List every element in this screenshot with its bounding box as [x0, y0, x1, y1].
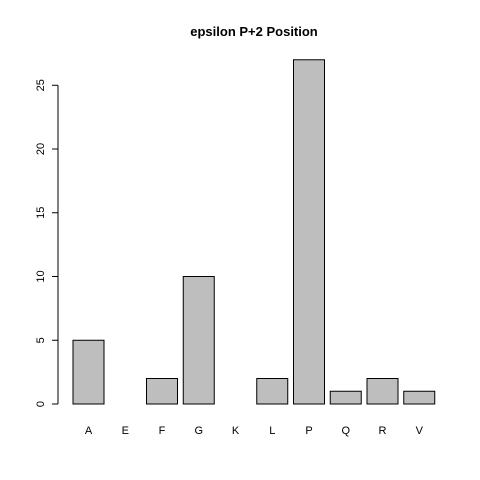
bar-L: [256, 378, 289, 405]
bar-P: [293, 59, 325, 405]
x-tick-label-G: G: [194, 425, 203, 437]
x-tick-label-P: P: [305, 425, 312, 437]
bar-R: [366, 378, 399, 405]
x-tick-label-E: E: [122, 425, 129, 437]
chart-title: epsilon P+2 Position: [190, 24, 318, 39]
y-tick-label: 0: [35, 401, 47, 407]
y-tick-label: 5: [35, 337, 47, 343]
bar-A: [72, 339, 105, 405]
y-tick-label: 15: [35, 207, 47, 219]
bar-G: [182, 276, 215, 405]
bar-V: [403, 390, 436, 405]
x-tick-label-K: K: [232, 425, 240, 437]
y-tick-label: 10: [35, 270, 47, 282]
x-tick-label-Q: Q: [341, 425, 350, 437]
x-tick-label-A: A: [85, 425, 93, 437]
x-tick-label-F: F: [159, 425, 166, 437]
x-tick-label-R: R: [379, 425, 387, 437]
y-tick-label: 20: [35, 143, 47, 155]
x-tick-label-V: V: [416, 425, 424, 437]
y-axis: 0 5 10 15 20 25: [35, 79, 59, 407]
y-tick-label: 25: [35, 79, 47, 91]
x-tick-label-L: L: [269, 425, 275, 437]
bar-F: [146, 378, 178, 405]
bar-Q: [329, 390, 362, 405]
bars-group: [72, 59, 436, 405]
